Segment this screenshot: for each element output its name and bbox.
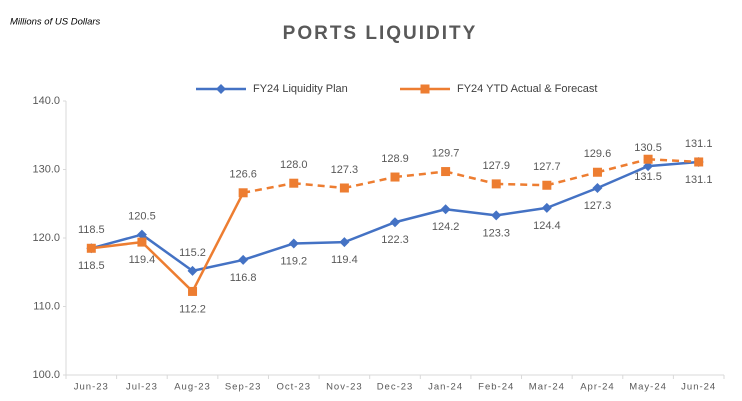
data-label: 115.2	[179, 247, 206, 259]
line-segment	[242, 242, 295, 262]
data-label: 124.4	[533, 220, 561, 232]
line-segment	[141, 233, 194, 272]
data-label: 128.9	[381, 153, 409, 165]
y-tick-label: 130.0	[32, 163, 60, 175]
data-label: 131.1	[685, 174, 713, 186]
x-tick-label: Oct-23	[277, 382, 312, 393]
data-label: 127.3	[331, 164, 359, 176]
data-label: 127.3	[584, 200, 612, 212]
line-segment	[191, 192, 245, 293]
point	[187, 265, 198, 276]
line-segment	[192, 258, 244, 273]
line-segment	[648, 157, 699, 164]
line-segment	[91, 240, 143, 250]
point	[238, 188, 248, 198]
point	[339, 183, 349, 193]
x-tick-label: Jan-24	[428, 382, 463, 393]
point	[592, 167, 602, 177]
data-label: 129.6	[584, 148, 612, 160]
point	[592, 182, 603, 193]
line-segment	[597, 158, 649, 174]
line-segment	[496, 182, 547, 187]
x-tick-label: Jun-24	[681, 382, 716, 393]
point	[238, 254, 249, 265]
line-segment	[445, 170, 497, 186]
x-tick-label: Jun-23	[74, 382, 109, 393]
data-label: 119.4	[331, 254, 358, 266]
y-tick-label: 100.0	[32, 369, 60, 381]
point	[289, 178, 299, 188]
data-label: 131.5	[634, 171, 662, 183]
line-segment	[445, 207, 497, 217]
data-label: 127.7	[533, 161, 561, 173]
line-segment	[394, 170, 446, 179]
x-tick-label: Nov-23	[326, 382, 363, 393]
data-label: 112.2	[179, 303, 206, 315]
line-segment	[546, 171, 598, 187]
point	[390, 217, 400, 228]
line-segment	[394, 208, 446, 224]
data-label: 120.5	[128, 210, 156, 222]
point	[491, 210, 502, 221]
data-label: 130.5	[634, 142, 662, 154]
point	[390, 172, 400, 182]
data-label: 124.2	[432, 221, 460, 233]
x-tick-label: Feb-24	[478, 382, 514, 393]
line-segment	[293, 240, 345, 245]
x-tick-label: Mar-24	[529, 382, 565, 393]
line-segment	[141, 241, 194, 293]
line-segment	[546, 186, 598, 210]
line-segment	[293, 181, 345, 190]
line-segment	[647, 160, 699, 168]
legend-marker	[216, 84, 226, 94]
point	[339, 237, 350, 248]
data-label: 127.9	[482, 160, 510, 172]
point	[441, 167, 451, 177]
line-segment	[343, 221, 396, 244]
point	[137, 237, 147, 247]
data-label: 122.3	[381, 234, 409, 246]
data-label: 126.6	[229, 169, 257, 181]
x-tick-label: Dec-23	[377, 382, 414, 393]
x-tick-label: Aug-23	[174, 382, 211, 393]
point	[491, 179, 501, 189]
line-segment	[496, 206, 548, 217]
x-tick-label: Jul-23	[126, 382, 158, 393]
point	[541, 202, 552, 213]
point	[86, 243, 96, 253]
y-tick-label: 110.0	[33, 300, 60, 312]
point	[288, 238, 299, 249]
point	[643, 154, 653, 164]
data-label: 116.8	[230, 272, 257, 284]
subtitle: Millions of US Dollars	[10, 17, 101, 28]
line-segment	[242, 181, 295, 195]
legend-marker	[420, 84, 430, 94]
point	[136, 229, 147, 240]
legend-label: FY24 YTD Actual & Forecast	[457, 83, 597, 95]
point	[694, 157, 704, 167]
data-label: 118.5	[78, 260, 105, 272]
line-segment	[344, 175, 396, 190]
x-tick-label: Apr-24	[580, 382, 615, 393]
data-label: 123.3	[482, 227, 510, 239]
y-tick-label: 120.0	[32, 232, 60, 244]
x-tick-label: May-24	[629, 382, 667, 393]
point	[188, 286, 198, 296]
data-label: 118.5	[78, 224, 105, 236]
data-label: 129.7	[432, 147, 460, 159]
point	[542, 180, 552, 190]
data-label: 119.2	[280, 255, 307, 267]
y-tick-label: 140.0	[32, 95, 60, 107]
chart-title: PORTS LIQUIDITY	[283, 23, 478, 44]
x-tick-label: Sep-23	[225, 382, 262, 393]
data-label: 131.1	[685, 138, 713, 150]
line-segment	[596, 164, 649, 190]
data-label: 128.0	[280, 159, 308, 171]
legend-label: FY24 Liquidity Plan	[253, 83, 348, 95]
data-label: 119.4	[129, 254, 156, 266]
point	[440, 204, 451, 215]
